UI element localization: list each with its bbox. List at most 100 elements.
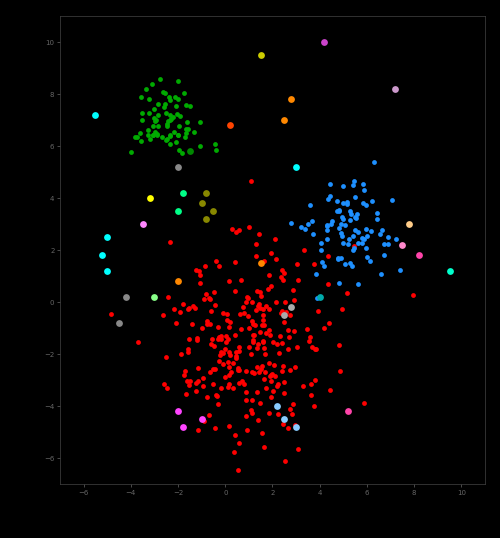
Point bbox=[210, 207, 218, 216]
Point bbox=[349, 232, 357, 240]
Point bbox=[186, 102, 194, 111]
Point bbox=[132, 132, 140, 141]
Point bbox=[162, 119, 170, 128]
Point bbox=[228, 225, 236, 233]
Point bbox=[236, 366, 244, 374]
Point bbox=[212, 145, 220, 154]
Point bbox=[186, 335, 194, 343]
Point bbox=[174, 95, 182, 104]
Point bbox=[384, 233, 392, 242]
Point bbox=[193, 336, 201, 344]
Point bbox=[345, 235, 353, 243]
Point bbox=[286, 366, 294, 375]
Point bbox=[248, 298, 256, 307]
Point bbox=[267, 371, 275, 379]
Point bbox=[242, 388, 250, 397]
Point bbox=[339, 182, 347, 190]
Point bbox=[272, 254, 280, 263]
Point bbox=[202, 290, 210, 299]
Point bbox=[194, 363, 202, 372]
Point bbox=[293, 260, 301, 268]
Point bbox=[192, 303, 200, 312]
Point bbox=[256, 303, 264, 312]
Point bbox=[209, 364, 217, 373]
Point bbox=[182, 124, 190, 133]
Point bbox=[286, 333, 294, 342]
Point bbox=[214, 323, 222, 331]
Point bbox=[256, 399, 264, 407]
Point bbox=[162, 136, 170, 144]
Point bbox=[184, 125, 192, 133]
Point bbox=[244, 426, 252, 435]
Point bbox=[343, 198, 351, 207]
Point bbox=[290, 296, 298, 305]
Point bbox=[166, 131, 174, 139]
Point bbox=[312, 345, 320, 354]
Point bbox=[196, 141, 203, 150]
Point bbox=[292, 162, 300, 171]
Point bbox=[291, 362, 299, 371]
Point bbox=[146, 194, 154, 202]
Point bbox=[362, 201, 370, 209]
Point bbox=[354, 279, 362, 288]
Point bbox=[242, 367, 250, 376]
Point bbox=[217, 332, 225, 341]
Point bbox=[254, 362, 262, 371]
Point bbox=[166, 116, 174, 124]
Point bbox=[213, 392, 221, 401]
Point bbox=[262, 384, 270, 393]
Point bbox=[236, 310, 244, 318]
Point bbox=[255, 300, 263, 308]
Point bbox=[351, 193, 359, 201]
Point bbox=[176, 308, 184, 316]
Point bbox=[351, 213, 359, 221]
Point bbox=[333, 196, 341, 205]
Point bbox=[326, 386, 334, 394]
Point bbox=[320, 323, 328, 332]
Point bbox=[376, 230, 384, 238]
Point bbox=[286, 311, 294, 320]
Point bbox=[286, 218, 294, 227]
Point bbox=[260, 305, 268, 313]
Point bbox=[358, 239, 366, 247]
Point bbox=[320, 261, 328, 270]
Point bbox=[128, 148, 136, 157]
Point bbox=[138, 116, 146, 125]
Point bbox=[170, 304, 178, 313]
Point bbox=[226, 317, 234, 326]
Point bbox=[264, 358, 272, 367]
Point bbox=[294, 444, 302, 453]
Point bbox=[272, 298, 280, 306]
Point bbox=[284, 325, 292, 334]
Point bbox=[310, 401, 318, 410]
Point bbox=[311, 376, 319, 385]
Point bbox=[222, 332, 230, 341]
Point bbox=[228, 359, 236, 367]
Point bbox=[242, 298, 250, 306]
Point bbox=[316, 245, 324, 254]
Point bbox=[252, 251, 260, 260]
Point bbox=[206, 320, 214, 328]
Point bbox=[278, 266, 286, 274]
Point bbox=[226, 351, 234, 360]
Point bbox=[258, 321, 266, 329]
Point bbox=[309, 230, 317, 238]
Point bbox=[220, 308, 228, 317]
Point bbox=[131, 132, 139, 141]
Point bbox=[258, 292, 266, 300]
Point bbox=[179, 189, 187, 197]
Point bbox=[277, 309, 285, 317]
Point bbox=[258, 362, 266, 370]
Point bbox=[224, 421, 232, 430]
Point bbox=[260, 321, 268, 329]
Point bbox=[370, 158, 378, 167]
Point bbox=[156, 75, 164, 84]
Point bbox=[164, 384, 172, 392]
Point bbox=[335, 279, 343, 288]
Point bbox=[325, 319, 333, 328]
Point bbox=[335, 341, 343, 349]
Point bbox=[252, 239, 260, 248]
Point bbox=[176, 112, 184, 121]
Point bbox=[223, 316, 231, 324]
Point bbox=[258, 259, 266, 267]
